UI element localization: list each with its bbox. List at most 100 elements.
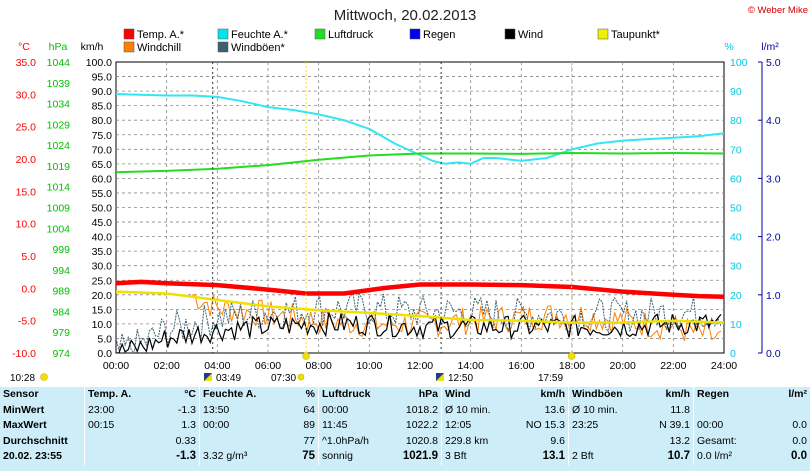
gust-beaufort: 2 Bft [568,449,647,465]
x-axis-labels: 00:00 02:00 04:00 06:00 08:00 10:00 12:00 14:00… [103,360,737,372]
moonrise-time: 03:49 [216,373,241,384]
data-series [116,93,724,353]
temp-max-time: 00:15 [84,418,153,434]
stats-row-max: MaxWert 00:15 1.3 00:00 89 11:45 1022.2 … [0,418,810,434]
header-rain-unit: l/m² [788,388,807,400]
x-tick-label: 18:00 [559,360,585,372]
x-tick-label: 08:00 [306,360,332,372]
pressure-tick-label: 984 [52,306,70,318]
pressure-tick-label: 1039 [47,78,71,90]
luftdruck-line [116,152,724,174]
wind-distance: 229.8 km [441,433,518,449]
row-label: Durchschnitt [3,434,68,447]
temp-min-time: 23:00 [84,402,153,418]
humidity-max-time: 00:00 [199,418,276,434]
humidity-avg-value: 77 [303,434,315,447]
wind-tick-label: 85.0 [92,101,113,113]
temp-max-value: 1.3 [181,419,196,431]
humidity-tick-label: 90 [730,86,742,98]
humidity-tick-label: 10 [730,319,742,331]
axis-units: °C hPa km/h% l/m² [18,41,779,53]
tempa-line [116,279,724,299]
wind-beaufort: 3 Bft [441,449,518,465]
pressure-avg-value: 1020.8 [405,434,438,447]
legend-label: Wind [518,29,543,41]
pressure-tick-label: 1019 [47,161,71,173]
current-timestamp: 20.02. 23:55 [3,450,62,462]
rain-max-value: 0.0 [792,419,807,431]
sunrise-time: 07:30 [271,373,296,384]
chart-title: Mittwoch, 20.02.2013 [334,7,477,24]
pressure-max-time: 11:45 [318,418,391,434]
x-tick-label: 16:00 [508,360,534,372]
humidity-tick-label: 60 [730,173,742,185]
wind-tick-label: 95.0 [92,72,113,84]
wind-tick-label: 0.0 [97,348,112,360]
legend-swatch [504,28,516,40]
wind-tick-label: 25.0 [92,275,113,287]
moon-icon [204,373,212,381]
rain-current-value: 0.0 [791,450,807,462]
temp-min-value: -1.3 [177,403,196,416]
grid-lines [116,62,724,353]
wind-tick-label: 50.0 [92,203,113,215]
x-tick-label: 20:00 [610,360,636,372]
pressure-tick-label: 1004 [47,223,71,235]
header-humidity: Feuchte A. [199,387,276,403]
legend-label: Windböen* [231,42,286,54]
wind-tick-label: 80.0 [92,115,113,127]
pressure-tick-label: 989 [52,286,70,298]
rain-tick-label: 4.0 [766,115,781,127]
wind-tick-label: 30.0 [92,261,113,273]
legend-swatch [314,28,326,40]
rain-min-value [766,403,810,419]
gust-max-time: 23:25 [568,418,647,434]
pressure-min-time: 00:00 [318,402,391,418]
sun-moon-markers: 10:28 03:49 07:30 12:50 17:59 [10,62,576,384]
rain-min-label [693,402,766,418]
x-tick-label: 02:00 [154,360,180,372]
humidity-tick-label: 100 [730,57,748,69]
legend-swatch [597,28,609,40]
legend-swatch [123,41,135,53]
humidity-tick-label: 20 [730,290,742,302]
sunrise-icon [302,352,310,360]
header-sensor: Sensor [3,388,39,400]
pressure-tick-label: 979 [52,327,70,339]
wind-unit-label: km/h [81,41,104,53]
rain-total-value: 0.0 [792,434,807,447]
legend-label: Temp. A.* [137,29,185,41]
x-tick-label: 22:00 [660,360,686,372]
wind-max-time: 12:05 [441,418,518,434]
sun-icon [40,373,48,381]
temp-avg-note [84,433,153,449]
pressure-tick-label: 1044 [47,57,71,69]
axis-ticks: 35.0 30.0 25.0 20.0 15.0 10.0 5.0 0.0 -5.0 -10.0 1… [12,57,781,360]
legend-swatch [123,28,135,40]
pressure-tick-label: 1014 [47,182,71,194]
wind-line [116,312,722,353]
temp-tick-label: 0.0 [21,283,36,295]
moonset-time: 10:28 [10,373,35,384]
header-pressure-unit: hPa [418,388,438,400]
windchill-line [191,294,722,341]
pressure-tick-label: 1034 [47,99,71,111]
wind-tick-label: 10.0 [92,319,113,331]
temp-tick-label: -10.0 [12,348,36,360]
header-pressure: Luftdruck [318,387,391,403]
temp-tick-label: 30.0 [16,89,37,101]
humidity-current-value: 75 [302,450,315,462]
noon-time: 12:50 [448,373,473,384]
humidity-tick-label: 70 [730,144,742,156]
humidity-min-time: 13:50 [199,402,276,418]
pressure-tick-label: 1029 [47,119,71,131]
header-wind-unit: km/h [540,388,565,400]
temp-tick-label: -5.0 [18,316,36,328]
pressure-tick-label: 999 [52,244,70,256]
stats-row-min: MinWert 23:00 -1.3 13:50 64 00:00 1018.2… [0,402,810,419]
header-temp-unit: °C [184,388,196,400]
legend-label: Regen [423,29,455,41]
pressure-min-value: 1018.2 [405,403,438,416]
weather-chart: Mittwoch, 20.02.2013 © Weber Mike Temp. … [10,5,808,384]
x-tick-label: 06:00 [255,360,281,372]
